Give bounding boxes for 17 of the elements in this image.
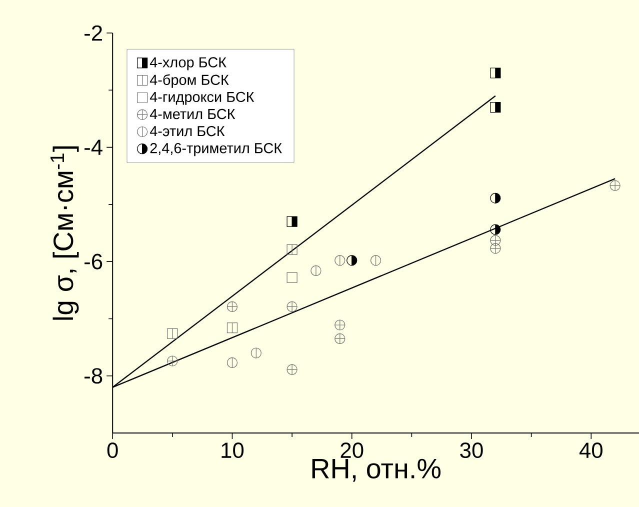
- legend-label: 2,4,6-триметил БСК: [150, 143, 282, 156]
- x-tick-label: 20: [340, 442, 364, 458]
- y-tick-label: -8: [84, 368, 102, 384]
- x-tick-label: 0: [107, 442, 118, 458]
- x-tick-label: 30: [460, 442, 483, 458]
- legend-label: 4-метил БСК: [150, 108, 236, 120]
- x-axis-title: RH, отн.%: [312, 458, 441, 482]
- y-tick-label: -6: [84, 254, 102, 270]
- x-tick-label: 40: [579, 442, 602, 458]
- x-tick-label: 10: [222, 442, 244, 458]
- y-axis-title: lg σ, [См·см$^{-1}$]: [50, 146, 79, 320]
- legend-label: 4-гидрокси БСК: [150, 92, 254, 105]
- y-tick-label: -2: [84, 25, 102, 41]
- legend-label: 4-бром БСК: [150, 74, 229, 88]
- legend-label: 4-хлор БСК: [150, 57, 226, 70]
- legend-label: 4-этил БСК: [150, 126, 225, 136]
- y-tick-label: -4: [84, 140, 102, 155]
